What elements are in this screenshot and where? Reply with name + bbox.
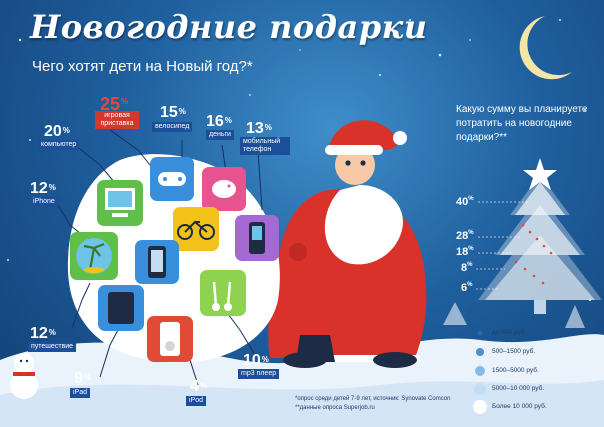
tree-star-icon (523, 158, 557, 190)
ipod-icon (147, 316, 193, 362)
footnote-source-1: *опрос среди детей 7-9 лет, источник: Sy… (295, 396, 451, 402)
gift-value: 12% (30, 325, 56, 342)
gift-label: путешествие (28, 342, 77, 352)
budget-legend-item: до 500 руб. (492, 329, 527, 336)
gift-label: игровая приставка (95, 111, 139, 129)
budget-value: 28% (456, 230, 474, 242)
mp3-player-icon (200, 270, 246, 316)
budget-value: 18% (456, 246, 474, 258)
gift-label: mp3 плеер (238, 369, 280, 379)
page-title: Новогодние подарки (30, 8, 428, 46)
gamepad-icon (150, 157, 194, 201)
gift-label: мобильный телефон (240, 137, 290, 155)
gift-value: 10% (243, 352, 269, 369)
gift-value: 12% (30, 180, 56, 197)
footnote-source-2: **данные опроса Superjob.ru (295, 405, 375, 411)
gift-value: 4% (190, 378, 208, 395)
palm-island-icon (70, 232, 118, 280)
gift-label: iPod (186, 396, 207, 406)
computer-icon (97, 180, 143, 226)
small-trees (443, 302, 585, 328)
budget-legend-item: 5000–10 000 руб. (492, 385, 545, 392)
budget-legend-item: 500–1500 руб. (492, 348, 536, 355)
piggy-bank-icon (202, 167, 246, 211)
gift-label: велосипед (152, 122, 193, 132)
mobile-phone-icon (235, 215, 279, 261)
budget-legend-item: 1500–5000 руб. (492, 367, 539, 374)
budget-legend-item: Более 10 000 руб. (492, 403, 547, 410)
gift-label: iPad (70, 388, 91, 398)
ipad-icon (98, 285, 144, 331)
gift-label: компьютер (38, 140, 80, 150)
crescent-moon (519, 16, 572, 80)
budget-value: 8% (461, 262, 473, 274)
gift-value: 20% (44, 123, 70, 140)
gift-value: 25% (100, 94, 129, 114)
snowman-figure (10, 353, 38, 399)
gift-label: iPhone (30, 197, 58, 207)
budget-value: 40% (456, 196, 474, 208)
gift-value: 16% (206, 113, 232, 130)
page-subtitle: Чего хотят дети на Новый год?* (32, 58, 253, 75)
budget-question: Какую сумму вы планируете потратить на н… (456, 104, 588, 143)
gift-label: деньги (206, 130, 234, 140)
gift-value: 9% (74, 370, 92, 387)
santa-claus-figure (268, 120, 427, 368)
bicycle-icon (173, 207, 219, 251)
snow-ground-back (0, 380, 604, 427)
budget-value: 6% (461, 282, 473, 294)
gift-value: 13% (246, 120, 272, 137)
tree-garland (514, 223, 553, 285)
gift-value: 15% (160, 104, 186, 121)
iphone-icon (135, 240, 179, 284)
christmas-tree (478, 175, 602, 314)
